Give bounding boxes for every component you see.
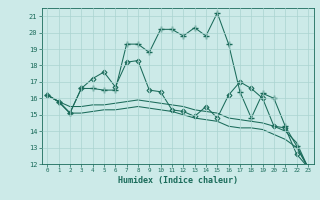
X-axis label: Humidex (Indice chaleur): Humidex (Indice chaleur) <box>118 176 237 185</box>
